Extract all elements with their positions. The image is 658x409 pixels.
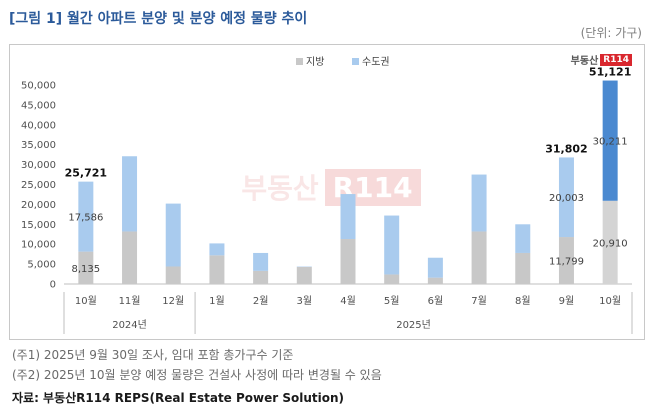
x-tick-label: 11월 bbox=[119, 295, 141, 307]
bar-capital bbox=[340, 194, 356, 240]
brand-logo: 부동산 R114 bbox=[571, 52, 632, 67]
x-tick-label: 2월 bbox=[253, 295, 269, 307]
bar-capital bbox=[78, 181, 94, 252]
x-tick-label: 10월 bbox=[599, 295, 621, 307]
bar-local bbox=[296, 266, 312, 284]
y-tick-label: 30,000 bbox=[21, 160, 56, 171]
bar-value-label: 8,135 bbox=[72, 264, 101, 275]
y-tick-label: 45,000 bbox=[21, 100, 56, 111]
bar-capital bbox=[558, 157, 574, 238]
y-tick-label: 10,000 bbox=[21, 240, 56, 251]
figure-title: [그림 1] 월간 아파트 분양 및 분양 예정 물량 추이 bbox=[9, 11, 308, 27]
y-tick-label: 20,000 bbox=[21, 200, 56, 211]
y-tick-label: 0 bbox=[50, 280, 56, 291]
x-tick-label: 5월 bbox=[384, 295, 400, 307]
bar-local bbox=[165, 266, 181, 284]
bar-local bbox=[384, 274, 400, 284]
bar-local bbox=[122, 231, 138, 284]
bar-value-label: 20,910 bbox=[593, 238, 628, 249]
x-tick-label: 8월 bbox=[515, 295, 531, 307]
bar-total-label: 25,721 bbox=[65, 167, 107, 180]
bar-capital bbox=[253, 252, 269, 271]
bar-capital bbox=[427, 257, 443, 278]
bar-capital bbox=[209, 243, 225, 256]
x-tick-label: 10월 bbox=[75, 295, 97, 307]
footnote-1: (주1) 2025년 9월 30일 조사, 임대 포함 총가구수 기준 bbox=[12, 348, 294, 362]
y-tick-label: 35,000 bbox=[21, 140, 56, 151]
x-tick-label: 6월 bbox=[428, 295, 444, 307]
legend-label: 수도권 bbox=[362, 56, 390, 68]
x-tick-label: 3월 bbox=[297, 295, 313, 307]
unit-label: (단위: 가구) bbox=[580, 26, 642, 40]
legend-label: 지방 bbox=[306, 56, 324, 68]
legend-swatch bbox=[352, 58, 359, 65]
bar-capital bbox=[471, 174, 487, 232]
y-tick-label: 15,000 bbox=[21, 220, 56, 231]
source-text: 자료: 부동산R114 REPS(Real Estate Power Solut… bbox=[12, 391, 345, 405]
brand-logo-text: 부동산 bbox=[570, 56, 599, 67]
bar-local bbox=[253, 270, 269, 284]
bar-value-label: 17,586 bbox=[68, 213, 103, 224]
brand-logo-badge: R114 bbox=[600, 53, 632, 66]
bar-local bbox=[471, 231, 487, 284]
footnote-2: (주2) 2025년 10월 분양 예정 물량은 건설사 사정에 따라 변경될 … bbox=[12, 368, 382, 382]
y-tick-label: 25,000 bbox=[21, 180, 56, 191]
bar-value-label: 11,799 bbox=[549, 257, 584, 268]
x-tick-label: 7월 bbox=[471, 295, 487, 307]
bar-capital bbox=[384, 215, 400, 275]
x-tick-label: 1월 bbox=[209, 295, 225, 307]
x-tick-label: 4월 bbox=[340, 295, 356, 307]
watermark-text: 부동산 bbox=[241, 172, 319, 205]
bar-local bbox=[78, 251, 94, 284]
y-tick-label: 40,000 bbox=[21, 120, 56, 131]
footnotes: (주1) 2025년 9월 30일 조사, 임대 포함 총가구수 기준 (주2)… bbox=[12, 345, 382, 385]
bar-local bbox=[209, 255, 225, 284]
legend-swatch bbox=[296, 58, 303, 65]
bar-local bbox=[427, 277, 443, 284]
bar-local bbox=[602, 200, 618, 284]
bar-value-label: 20,003 bbox=[549, 193, 584, 204]
x-tick-label: 12월 bbox=[162, 295, 184, 307]
bar-capital bbox=[122, 156, 138, 232]
bar-capital bbox=[515, 224, 531, 253]
y-tick-label: 50,000 bbox=[21, 81, 56, 92]
bar-local bbox=[340, 239, 356, 284]
x-tick-label: 9월 bbox=[559, 295, 575, 307]
bar-capital bbox=[165, 203, 181, 267]
bar-total-label: 51,121 bbox=[589, 66, 631, 79]
bar-local bbox=[558, 237, 574, 284]
bar-value-label: 30,211 bbox=[593, 137, 628, 148]
chart-frame bbox=[9, 44, 645, 340]
bar-total-label: 31,802 bbox=[545, 142, 587, 155]
y-tick-label: 5,000 bbox=[27, 260, 56, 271]
bar-capital bbox=[602, 80, 618, 201]
year-group-label: 2024년 bbox=[112, 319, 147, 331]
stacked-bar-chart: 0 5,000 10,000 15,000 20,000 25,000 30,000 35,0… bbox=[21, 56, 633, 334]
year-group-label: 2025년 bbox=[396, 319, 431, 331]
bar-local bbox=[515, 252, 531, 284]
